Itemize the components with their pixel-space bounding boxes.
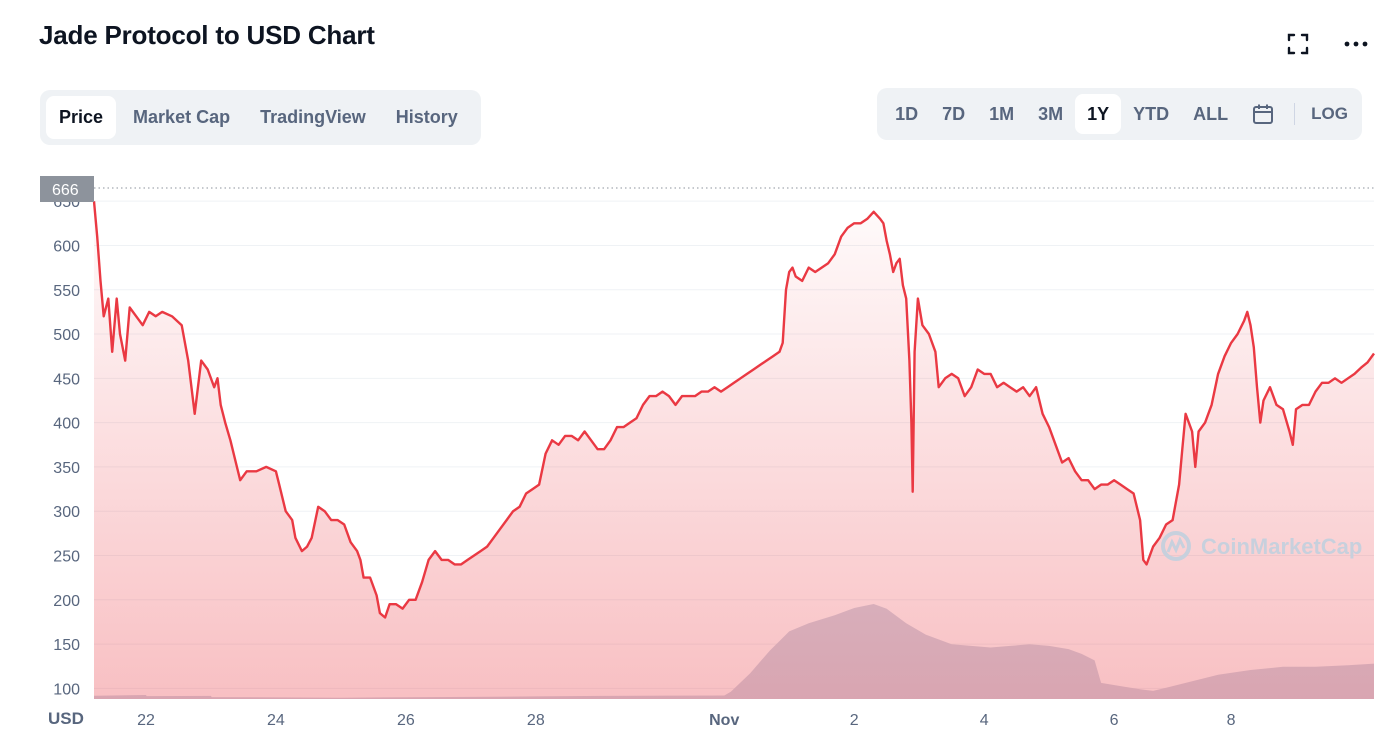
range-divider — [1294, 103, 1296, 125]
y-tick-label: 100 — [53, 681, 80, 698]
y-tick-label: 400 — [53, 416, 80, 433]
watermark-text: CoinMarketCap — [1201, 534, 1362, 559]
more-icon[interactable] — [1342, 30, 1370, 58]
x-axis: 22 24 26 28 Nov 2 4 6 8 — [137, 712, 1236, 729]
tab-history[interactable]: History — [395, 107, 458, 127]
x-tick-label: 2 — [850, 712, 859, 729]
tab-price[interactable]: Price — [46, 96, 117, 139]
coinmarketcap-logo-icon — [1161, 531, 1191, 561]
calendar-icon[interactable] — [1240, 94, 1286, 134]
range-ytd[interactable]: YTD — [1133, 103, 1170, 124]
x-tick-label: 4 — [980, 712, 989, 729]
price-line-layer — [92, 201, 1375, 619]
tab-market-cap[interactable]: Market Cap — [133, 107, 231, 127]
range-1d[interactable]: 1D — [895, 103, 919, 124]
y-tick-label: 250 — [53, 548, 80, 565]
y-tick-label: 300 — [53, 504, 80, 521]
y-tick-label: 200 — [53, 593, 80, 610]
range-selector: 1D 7D 1M 3M 1Y YTD ALL LOG — [877, 88, 1362, 140]
range-all[interactable]: ALL — [1193, 103, 1229, 124]
x-tick-label: 6 — [1110, 712, 1119, 729]
price-line — [92, 201, 1375, 619]
range-1y[interactable]: 1Y — [1075, 94, 1122, 134]
range-1m[interactable]: 1M — [989, 103, 1015, 124]
range-7d[interactable]: 7D — [942, 103, 966, 124]
watermark: CoinMarketCap — [1161, 531, 1362, 561]
current-price-badge-text: 666 — [52, 182, 79, 199]
log-toggle[interactable]: LOG — [1311, 104, 1348, 123]
y-tick-label: 450 — [53, 371, 80, 388]
fullscreen-icon[interactable] — [1284, 30, 1312, 58]
y-tick-label: 350 — [53, 460, 80, 477]
x-tick-label: 22 — [137, 712, 155, 729]
x-tick-label: 24 — [267, 712, 285, 729]
page-title: Jade Protocol to USD Chart — [39, 20, 375, 50]
y-tick-label: 550 — [53, 283, 80, 300]
y-tick-label: 500 — [53, 327, 80, 344]
chart-actions — [1284, 30, 1370, 58]
tab-tradingview[interactable]: TradingView — [260, 107, 366, 127]
currency-label: USD — [48, 709, 84, 728]
price-area — [94, 201, 1374, 699]
price-area-layer — [94, 201, 1374, 699]
chart-tabs: Price Market Cap TradingView History — [40, 90, 481, 145]
current-price-badge: 666 — [40, 176, 94, 202]
x-tick-label: 26 — [397, 712, 415, 729]
y-tick-label: 150 — [53, 637, 80, 654]
y-tick-label: 600 — [53, 238, 80, 255]
x-tick-label: 28 — [527, 712, 545, 729]
x-tick-label: Nov — [709, 712, 739, 729]
x-tick-label: 8 — [1227, 712, 1236, 729]
range-3m[interactable]: 3M — [1038, 103, 1064, 124]
